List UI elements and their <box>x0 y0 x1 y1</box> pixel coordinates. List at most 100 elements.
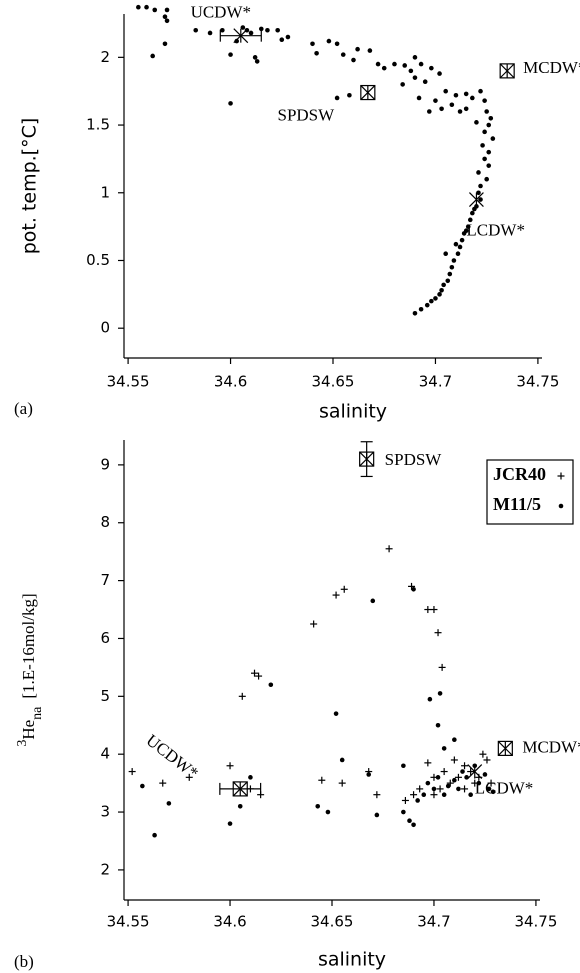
point <box>332 591 340 599</box>
point <box>490 136 496 141</box>
point <box>207 30 213 36</box>
point <box>482 156 487 162</box>
point <box>455 251 461 257</box>
point <box>381 65 387 71</box>
point <box>463 91 469 97</box>
point <box>454 773 462 781</box>
point <box>373 791 381 799</box>
x-tick-label: 34.7 <box>419 373 452 391</box>
x-tick-label: 34.65 <box>312 373 355 391</box>
point <box>412 75 418 80</box>
y-axis-title: 3Hena [1.E-16mol/kg] <box>15 593 45 746</box>
panel-label: (b) <box>14 952 34 971</box>
point <box>416 785 424 793</box>
y-tick-label: 2 <box>100 860 110 878</box>
point <box>427 696 433 702</box>
endmember-marker <box>497 740 513 757</box>
point <box>400 82 405 87</box>
endmember-marker <box>360 84 376 101</box>
point <box>484 176 489 182</box>
endmember-marker <box>232 781 248 797</box>
point <box>268 682 274 688</box>
point <box>470 210 475 216</box>
point <box>310 41 315 47</box>
point <box>234 38 239 44</box>
point <box>279 37 285 43</box>
point <box>424 302 430 308</box>
x-tick-label: 34.75 <box>516 373 559 391</box>
point <box>435 775 441 780</box>
point <box>476 190 481 196</box>
point <box>185 773 193 781</box>
y-title-sub: na <box>30 706 45 720</box>
point <box>421 792 427 797</box>
point <box>482 772 488 777</box>
point <box>326 38 332 44</box>
x-tick-label: 34.55 <box>107 373 150 391</box>
point <box>430 791 438 799</box>
y-tick-label: 3 <box>100 803 110 821</box>
x-tick-label: 34.7 <box>417 913 450 931</box>
point <box>486 163 492 168</box>
point <box>411 822 416 828</box>
point <box>318 776 326 784</box>
point <box>461 785 469 793</box>
point <box>465 224 471 229</box>
endmember-marker <box>469 192 484 207</box>
point <box>449 264 455 270</box>
point <box>334 95 340 101</box>
point <box>431 786 437 792</box>
point <box>220 27 225 33</box>
point <box>418 61 424 67</box>
point <box>238 692 246 700</box>
point <box>486 786 492 792</box>
point <box>436 785 444 793</box>
point <box>144 4 149 10</box>
point <box>128 768 136 776</box>
point <box>463 228 469 233</box>
point <box>467 768 475 776</box>
point <box>474 120 479 125</box>
x-tick-label: 34.6 <box>214 373 247 391</box>
point <box>402 63 408 68</box>
point <box>424 759 432 767</box>
point <box>385 545 393 553</box>
point <box>478 197 483 202</box>
point <box>347 92 352 98</box>
point <box>248 775 253 780</box>
point <box>461 762 469 770</box>
point <box>468 792 473 797</box>
point <box>438 663 446 671</box>
point <box>453 92 459 98</box>
point <box>460 769 465 774</box>
point <box>338 779 346 787</box>
point <box>228 52 233 57</box>
point <box>374 812 380 818</box>
point <box>449 102 455 108</box>
point <box>340 52 346 57</box>
point <box>443 251 448 257</box>
endmember-label: UCDW* <box>143 731 202 783</box>
point <box>258 26 264 32</box>
y-tick-label: 7 <box>100 571 110 589</box>
point <box>162 41 168 47</box>
point <box>450 756 458 764</box>
point <box>451 258 457 263</box>
point <box>355 46 360 52</box>
point <box>441 746 447 751</box>
point <box>265 27 270 33</box>
point <box>435 722 441 728</box>
point <box>339 757 345 763</box>
point <box>164 18 170 24</box>
point <box>445 783 451 789</box>
x-tick-label: 34.55 <box>107 913 150 931</box>
point <box>484 109 489 114</box>
point <box>136 4 141 10</box>
endmember-label: LCDW* <box>466 220 525 239</box>
point <box>456 786 461 792</box>
point <box>482 129 487 135</box>
point <box>424 606 432 614</box>
point <box>366 772 372 777</box>
point <box>412 55 418 60</box>
